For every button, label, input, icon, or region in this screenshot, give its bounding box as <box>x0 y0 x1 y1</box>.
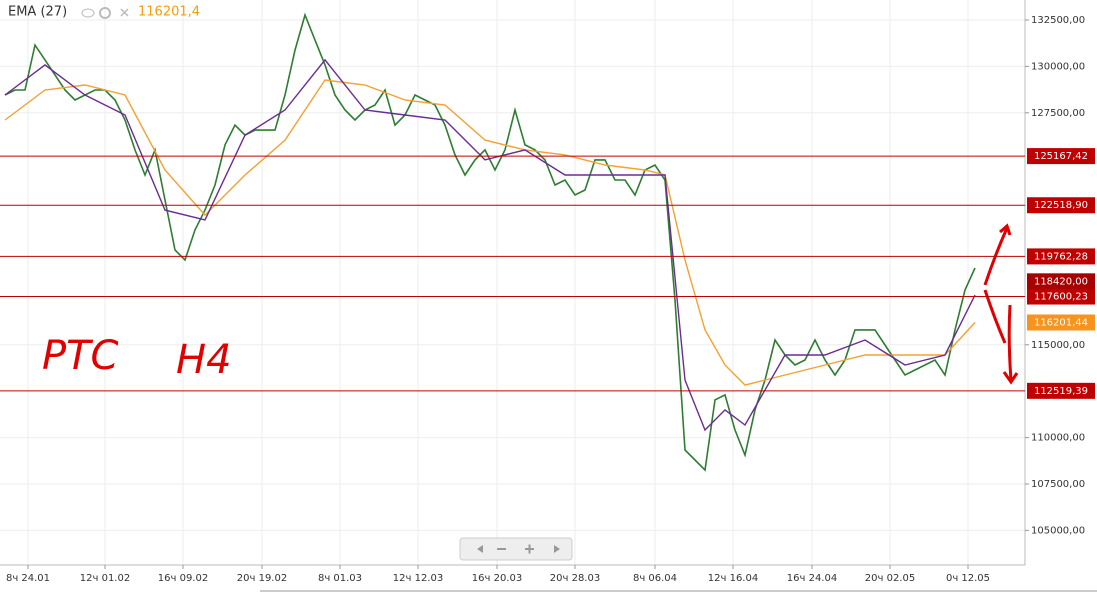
level-label: 112519,39 <box>1034 386 1088 397</box>
y-tick-label: 115000,00 <box>1031 340 1085 351</box>
annotation: H4 <box>176 337 232 383</box>
x-tick-label: 8ч 24.01 <box>6 573 50 584</box>
x-tick-label: 16ч 09.02 <box>158 573 208 584</box>
zoom-in[interactable] <box>525 544 534 554</box>
level-label-box <box>1027 197 1095 214</box>
level-label-box <box>1027 148 1095 165</box>
x-tick-label: 16ч 24.04 <box>787 573 837 584</box>
y-tick-label: 132500,00 <box>1031 15 1085 26</box>
scroll-right[interactable] <box>554 545 560 553</box>
x-tick-label: 20ч 28.03 <box>550 573 600 584</box>
zoom-out[interactable] <box>497 548 506 550</box>
y-tick-label: 130000,00 <box>1031 61 1085 72</box>
x-tick-label: 20ч 19.02 <box>237 573 287 584</box>
arrow-down <box>1002 304 1019 385</box>
price-marker-label: 118420,00 <box>1034 276 1088 287</box>
price-marker <box>1027 273 1095 290</box>
level-label-box <box>1027 382 1095 399</box>
x-tick-label: 20ч 02.05 <box>865 573 915 584</box>
y-tick-label: 107500,00 <box>1031 479 1085 490</box>
eye-icon[interactable] <box>81 8 95 18</box>
y-tick-label: 127500,00 <box>1031 108 1085 119</box>
scroll-left[interactable] <box>477 545 483 553</box>
scroll-box <box>459 537 573 561</box>
y-tick-label: 105000,00 <box>1031 525 1085 536</box>
x-tick-label: 12ч 12.03 <box>393 573 443 584</box>
x-tick-label: 8ч 01.03 <box>318 573 362 584</box>
scroll-control <box>459 537 573 561</box>
price-marker <box>1027 314 1095 331</box>
level-label: 125167,42 <box>1034 151 1088 162</box>
indicator-icons <box>81 7 129 19</box>
y-tick-label: 110000,00 <box>1031 433 1085 444</box>
x-tick-label: 12ч 01.02 <box>80 573 130 584</box>
level-label: 117600,23 <box>1034 292 1088 303</box>
gear-icon[interactable] <box>99 7 111 19</box>
level-label: 122518,90 <box>1034 200 1088 211</box>
x-tick-label: 12ч 16.04 <box>708 573 758 584</box>
indicator-value: 116201,4 <box>138 5 200 20</box>
annotation: PTC <box>42 333 119 379</box>
arrow-stroke <box>983 289 1007 344</box>
x-tick-label: 16ч 20.03 <box>472 573 522 584</box>
series-line <box>4 58 976 432</box>
close-icon[interactable] <box>120 8 129 17</box>
price-marker-label: 116201,44 <box>1034 317 1088 328</box>
level-label-box <box>1027 248 1095 265</box>
x-tick-label: 8ч 06.04 <box>633 573 677 584</box>
arrow-up <box>983 223 1012 286</box>
series-line <box>4 12 976 472</box>
indicator-name: EMA (27) <box>8 5 67 20</box>
hand-arrows <box>983 223 1019 385</box>
x-tick-label: 0ч 12.05 <box>946 573 990 584</box>
series-line <box>4 79 976 386</box>
level-label: 119762,28 <box>1034 251 1088 262</box>
level-label-box <box>1027 288 1095 305</box>
